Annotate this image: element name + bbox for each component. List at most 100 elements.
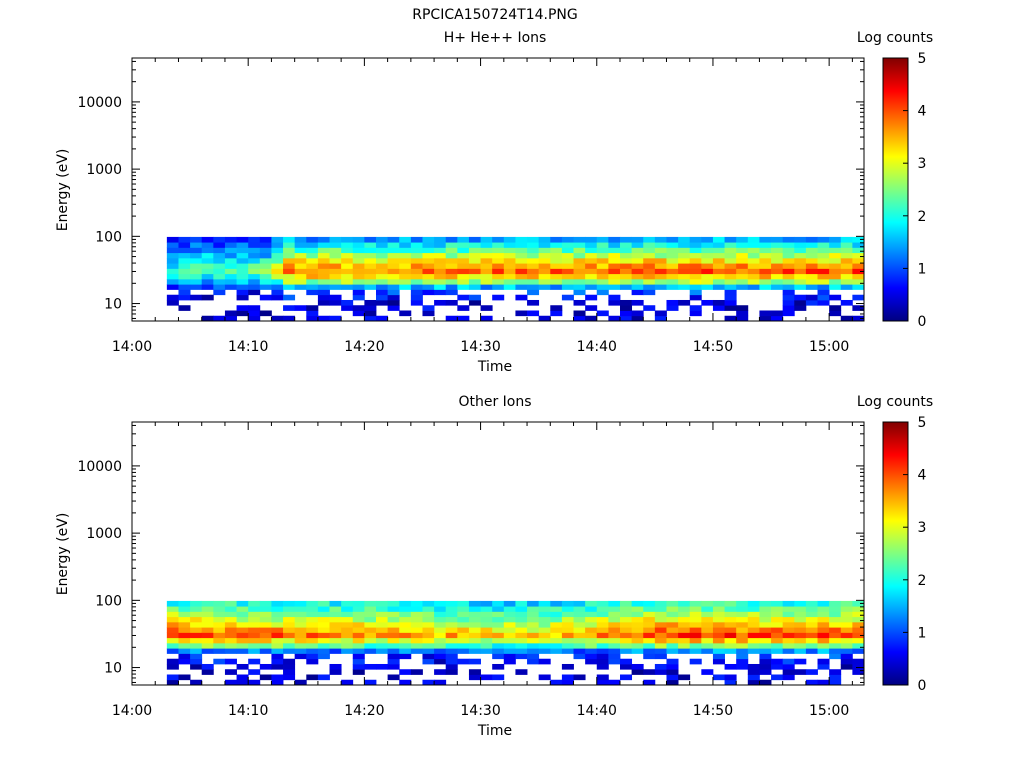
heatmap-cell (736, 242, 749, 248)
heatmap-cell (224, 616, 237, 623)
heatmap-cell (213, 648, 226, 654)
heatmap-cell (701, 299, 714, 306)
heatmap-cell (701, 627, 714, 633)
heatmap-cell (259, 674, 272, 681)
heatmap-cell (585, 305, 598, 311)
heatmap-cell (364, 663, 377, 670)
heatmap-cell (689, 611, 702, 618)
heatmap-cell (840, 236, 853, 243)
heatmap-cell (712, 278, 725, 285)
heatmap-cell (829, 242, 842, 248)
heatmap-cell (341, 273, 354, 280)
heatmap-cell (585, 273, 598, 280)
heatmap-cell (794, 252, 807, 259)
heatmap-cell (747, 257, 760, 264)
heatmap-cell (271, 611, 284, 618)
heatmap-cell (457, 606, 470, 612)
heatmap-cell (457, 315, 470, 322)
heatmap-cell (736, 663, 749, 670)
heatmap-cell (654, 637, 667, 644)
heatmap-cell (817, 616, 830, 623)
heatmap-cell (271, 236, 284, 243)
y-axis-label: Energy (eV) (55, 149, 71, 232)
heatmap-cell (689, 658, 702, 665)
heatmap-cell (585, 294, 598, 301)
heatmap-cell (410, 247, 423, 254)
heatmap-cell (666, 252, 679, 259)
heatmap-cell (689, 648, 702, 654)
heatmap-cell (643, 627, 656, 633)
heatmap-cell (561, 606, 574, 612)
heatmap-cell (213, 284, 226, 290)
heatmap-cell (190, 294, 203, 301)
heatmap-cell (399, 284, 412, 290)
heatmap-cell (643, 600, 656, 607)
heatmap-cell (538, 284, 551, 290)
heatmap-cell (712, 611, 725, 618)
heatmap-cell (515, 294, 528, 301)
heatmap-cell (724, 294, 737, 301)
heatmap-cell (236, 600, 249, 607)
heatmap-cell (294, 268, 307, 275)
heatmap-cell (259, 637, 272, 644)
heatmap-cell (213, 621, 226, 628)
heatmap-cell (317, 315, 330, 322)
heatmap-cell (771, 674, 784, 681)
heatmap-cell (666, 263, 679, 269)
heatmap-cell (317, 642, 330, 649)
heatmap-cell (759, 606, 772, 612)
heatmap-cell (759, 600, 772, 607)
heatmap-cell (620, 284, 633, 290)
heatmap-cell (736, 310, 749, 317)
heatmap-cell (294, 600, 307, 607)
heatmap-cell (457, 263, 470, 269)
heatmap-cell (794, 621, 807, 628)
heatmap-cell (550, 278, 563, 285)
heatmap-cell (550, 627, 563, 633)
heatmap-cell (364, 642, 377, 649)
heatmap-cell (805, 299, 818, 306)
heatmap-cell (654, 632, 667, 639)
heatmap-cell (317, 611, 330, 618)
heatmap-cell (701, 284, 714, 290)
heatmap-cell (410, 263, 423, 269)
heatmap-cell (352, 310, 365, 317)
heatmap-cell (527, 236, 540, 243)
heatmap-cell (352, 669, 365, 675)
heatmap-cell (829, 674, 842, 681)
heatmap-cell (817, 268, 830, 275)
heatmap-cell (341, 247, 354, 254)
heatmap-cell (701, 606, 714, 612)
heatmap-cells (166, 236, 865, 322)
heatmap-cell (294, 257, 307, 264)
heatmap-cell (747, 627, 760, 633)
heatmap-cell (620, 606, 633, 612)
heatmap-cell (236, 637, 249, 644)
heatmap-cell (236, 289, 249, 296)
heatmap-cell (550, 273, 563, 280)
heatmap-cell (759, 627, 772, 633)
heatmap-cell (399, 247, 412, 254)
heatmap-cell (283, 669, 296, 675)
heatmap-cell (782, 632, 795, 639)
heatmap-cell (794, 294, 807, 301)
heatmap-cell (747, 242, 760, 248)
heatmap-cell (329, 616, 342, 623)
heatmap-cell (376, 252, 389, 259)
heatmap-cell (771, 600, 784, 607)
heatmap-cell (643, 273, 656, 280)
heatmap-cell (747, 247, 760, 254)
heatmap-cell (550, 600, 563, 607)
heatmap-cell (317, 674, 330, 681)
heatmap-cell (201, 663, 214, 670)
heatmap-cell (457, 236, 470, 243)
heatmap-cell (480, 627, 493, 633)
heatmap-cell (178, 247, 191, 254)
heatmap-cell (620, 642, 633, 649)
heatmap-cell (422, 653, 435, 660)
heatmap-cell (480, 284, 493, 290)
axis-ticks (131, 58, 864, 321)
heatmap-cell (538, 616, 551, 623)
heatmap-cell (376, 236, 389, 243)
heatmap-cell (178, 637, 191, 644)
